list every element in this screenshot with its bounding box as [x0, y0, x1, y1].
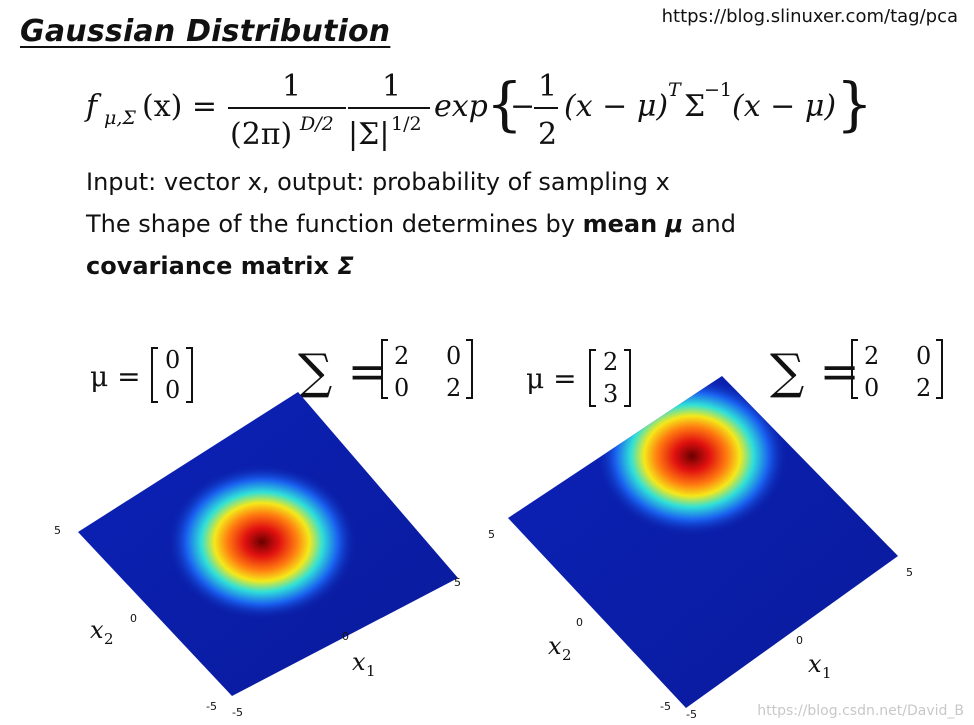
plot2-tick-x2-max: 5: [488, 528, 495, 541]
plot2-tick-x1-zero: 0: [796, 634, 803, 647]
frac2-num: 1: [382, 69, 401, 104]
frac1-num: 1: [282, 69, 301, 104]
frac1-den: (2π): [230, 117, 292, 152]
formula-f: f: [84, 89, 102, 124]
plot1-x1-label: x: [352, 648, 366, 676]
plot1-mu-label: μ =: [90, 360, 141, 393]
frac1-den-sup: D/2: [299, 113, 334, 135]
line2-suffix: and: [683, 210, 736, 238]
plot2-tick-x1-max: 5: [906, 566, 913, 579]
plot1-tick-x2-min: -5: [206, 700, 217, 713]
plot1-tick-x1-max: 5: [454, 576, 461, 589]
plot1-mu-0: 0: [165, 346, 180, 374]
plot1-peak: [167, 464, 357, 620]
plot1-sigma-00: 2: [394, 342, 409, 370]
half-num: 1: [538, 69, 557, 104]
formula-body2: (x − μ): [732, 89, 836, 124]
frac2-den: |Σ|: [348, 117, 389, 152]
plot1-sigma-lbracket: [381, 339, 388, 399]
description-line-3: covariance matrix Σ: [86, 252, 354, 280]
line2-mu: μ: [665, 210, 684, 238]
formula-body1: (x − μ): [564, 89, 668, 124]
plot1-mu-1: 0: [165, 376, 180, 404]
watermark: https://blog.csdn.net/David_B: [757, 703, 964, 719]
plot1-sigma-label: ∑ =: [298, 344, 388, 400]
description-line-2: The shape of the function determines by …: [86, 210, 736, 238]
half-den: 2: [538, 117, 557, 152]
plot1-tick-x2-max: 5: [54, 524, 61, 537]
plot1-tick-x2-zero: 0: [130, 612, 137, 625]
line2-prefix: The shape of the function determines by: [86, 210, 583, 238]
plot2-mu-0: 2: [603, 348, 618, 376]
formula-lhs-arg: (x) =: [142, 89, 217, 124]
plot2-sigma-label: ∑ =: [770, 344, 860, 400]
plot1-x2-label: x: [90, 616, 104, 644]
plot1-sigma-11: 2: [446, 374, 461, 402]
gaussian-formula: f μ,Σ (x) = 1 (2π) D/2 1 |Σ| 1/2 exp { −…: [84, 69, 873, 152]
line2-bold-mean: mean: [582, 210, 666, 238]
plot2-mu-rbracket: [624, 349, 631, 407]
plot2-tick-x2-min: -5: [660, 700, 671, 713]
page-title: Gaussian Distribution: [20, 14, 391, 49]
plot2-x2-label: x: [548, 632, 562, 660]
plot2-x1-label: x: [808, 650, 822, 678]
plot2-sigma-01: 0: [916, 342, 931, 370]
plot1-x2-sub: 2: [104, 630, 114, 648]
formula-exp: exp: [434, 89, 488, 124]
plot2-tick-x2-zero: 0: [576, 616, 583, 629]
plot2-sigma-rbracket: [936, 339, 943, 399]
plot-1: μ = 0 0 ∑ = 2 0 0 2 5 0 -5 -5 0 5 x 2 x …: [54, 339, 473, 719]
plot2-sigma-lbracket: [851, 339, 858, 399]
formula-sigma: Σ: [684, 89, 705, 124]
description-line-1: Input: vector x, output: probability of …: [86, 168, 670, 196]
plot2-sigma-11: 2: [916, 374, 931, 402]
plot1-x1-sub: 1: [366, 662, 376, 680]
plot2-mu-1: 3: [603, 380, 618, 408]
line3-sigma: Σ: [337, 252, 354, 280]
formula-right-brace: }: [836, 70, 873, 138]
plot2-tick-x1-min: -5: [686, 708, 697, 721]
plot1-sigma-10: 0: [394, 374, 409, 402]
plot1-sigma-01: 0: [446, 342, 461, 370]
gaussian-plots: μ = 0 0 ∑ = 2 0 0 2 5 0 -5 -5 0 5 x 2 x …: [54, 339, 943, 721]
frac2-den-sup: 1/2: [391, 113, 422, 135]
plot1-sigma-rbracket: [466, 339, 473, 399]
plot2-x2-sub: 2: [562, 646, 572, 664]
formula-left-brace: {: [486, 70, 523, 138]
plot1-tick-x1-min: -5: [232, 706, 243, 719]
plot2-peak: [596, 376, 788, 536]
plot2-mu-label: μ =: [526, 362, 577, 395]
formula-f-sub: μ,Σ: [104, 107, 136, 129]
plot1-mu-lbracket: [151, 347, 158, 403]
source-url: https://blog.slinuxer.com/tag/pca: [661, 6, 958, 27]
formula-sup-inv: −1: [704, 79, 732, 101]
plot1-mu-rbracket: [186, 347, 193, 403]
plot2-x1-sub: 1: [822, 664, 832, 682]
formula-sup-T: T: [668, 79, 682, 101]
plot2-sigma-00: 2: [864, 342, 879, 370]
plot-2: μ = 2 3 ∑ = 2 0 0 2 5 0 -5 -5 0 5 x 2 x …: [488, 339, 943, 721]
plot1-tick-x1-zero: 0: [342, 630, 349, 643]
formula-minus: −: [510, 89, 535, 124]
plot2-mu-lbracket: [589, 349, 596, 407]
plot2-sigma-10: 0: [864, 374, 879, 402]
line3-bold-cov: covariance matrix: [86, 252, 338, 280]
